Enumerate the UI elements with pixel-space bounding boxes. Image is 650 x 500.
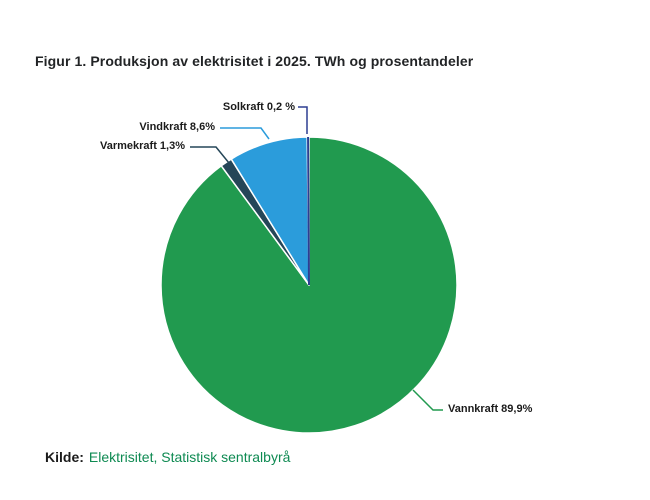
slice-label-vindkraft: Vindkraft 8,6% xyxy=(139,121,215,133)
figure-title: Figur 1. Produksjon av elektrisitet i 20… xyxy=(35,53,474,69)
slice-label-vannkraft: Vannkraft 89,9% xyxy=(448,403,533,415)
source-line: Kilde: Elektrisitet, Statistisk sentralby… xyxy=(45,449,290,465)
source-label: Kilde: xyxy=(45,449,84,465)
leader-line-vannkraft xyxy=(412,389,443,411)
pie-slice-vindkraft xyxy=(230,136,310,286)
leader-line-solkraft xyxy=(298,106,308,134)
source-link[interactable]: Elektrisitet, Statistisk sentralbyrå xyxy=(88,449,291,465)
pie-slices xyxy=(160,136,458,434)
leader-line-varmekraft xyxy=(190,146,230,164)
slice-label-solkraft: Solkraft 0,2 % xyxy=(222,101,295,113)
pie-slice-solkraft xyxy=(307,136,310,286)
leader-line-vindkraft xyxy=(220,127,270,140)
slice-label-varmekraft: Varmekraft 1,3% xyxy=(100,140,185,152)
